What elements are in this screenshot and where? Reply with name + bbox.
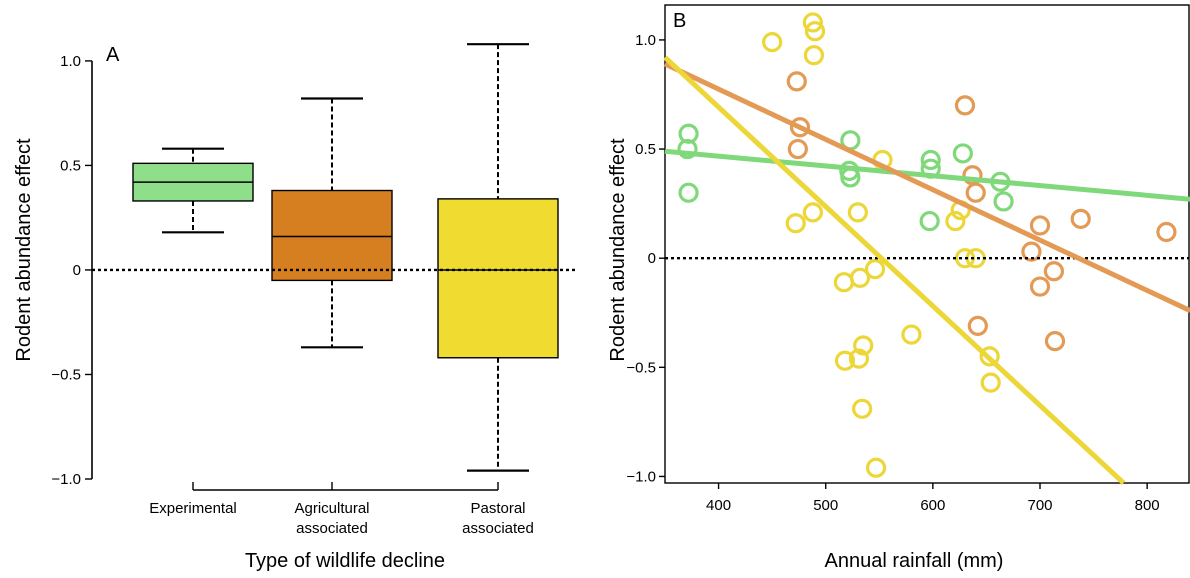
- scatter-point: [1029, 215, 1051, 236]
- scatter-point: [993, 191, 1014, 212]
- panel-b-y-tick-label: −1.0: [626, 468, 656, 485]
- panel-a-label: A: [106, 44, 120, 66]
- scatter-point: [803, 45, 825, 66]
- scatter-point: [789, 117, 811, 138]
- panel-b-y-tick-label: 0: [648, 250, 656, 267]
- regression-line: [664, 148, 1190, 202]
- scatter-point: [965, 182, 986, 203]
- panel-b-x-tick-label: 600: [920, 497, 945, 514]
- panel-b-y-tick-label: −0.5: [626, 359, 656, 376]
- scatter-point: [786, 71, 807, 92]
- panel-a-y-tick-label: 0: [73, 262, 81, 279]
- scatter-point: [920, 149, 941, 171]
- scatter-point: [1029, 276, 1051, 297]
- panel-a-x-tick-label: Agricultural: [294, 500, 369, 517]
- scatter-point: [1044, 331, 1066, 352]
- scatter-point: [677, 138, 698, 160]
- scatter-point: [787, 138, 808, 160]
- scatter-point: [865, 457, 887, 478]
- scatter-point: [847, 202, 868, 223]
- scatter-point: [804, 21, 826, 42]
- scatter-point: [852, 398, 873, 419]
- panel-a-y-axis-title: Rodent abundance effect: [13, 138, 35, 362]
- scatter-point: [965, 248, 986, 269]
- panel-a-y-tick-label: −0.5: [51, 366, 81, 383]
- scatter-point: [802, 12, 823, 33]
- scatter-point: [678, 182, 699, 203]
- panel-a-x-tick-label: associated: [462, 520, 534, 537]
- panel-b-x-tick-label: 700: [1027, 497, 1052, 514]
- scatter-point: [848, 348, 870, 369]
- scatter-point: [901, 324, 922, 345]
- scatter-point: [945, 210, 966, 232]
- panel-a-x-tick-label: Pastoral: [470, 500, 525, 517]
- box-iqr: [437, 198, 559, 359]
- scatter-point: [864, 259, 886, 280]
- scatter-point: [833, 272, 855, 293]
- panel-b-x-tick-label: 500: [813, 497, 838, 514]
- panel-a-y-tick-label: 0.5: [60, 157, 81, 174]
- panel-b-plot-frame: [664, 4, 1190, 484]
- scatter-point: [1021, 241, 1042, 262]
- scatter-point: [834, 350, 856, 371]
- scatter-point: [980, 372, 1001, 393]
- scatter-point: [979, 346, 1000, 367]
- panel-a-x-tick-label: associated: [296, 520, 368, 537]
- panel-a-boxplot: A Rodent abundance effect Type of wildli…: [13, 43, 576, 572]
- scatter-point: [919, 210, 940, 232]
- scatter-point: [1156, 221, 1177, 243]
- box-iqr: [271, 189, 393, 282]
- scatter-point: [762, 32, 783, 53]
- panel-b-y-tick-label: 1.0: [635, 32, 656, 49]
- panel-b-x-tick-label: 400: [706, 497, 731, 514]
- scatter-point: [802, 202, 823, 223]
- regression-line: [663, 55, 1126, 485]
- scatter-point: [849, 267, 871, 288]
- panel-b-x-axis-title: Annual rainfall (mm): [825, 550, 1004, 572]
- scatter-point: [954, 95, 976, 116]
- panel-a-y-tick-label: 1.0: [60, 53, 81, 70]
- panel-b-label: B: [673, 10, 686, 32]
- panel-b-scatter: B Rodent abundance effect Annual rainfal…: [607, 4, 1190, 572]
- scatter-point: [952, 143, 973, 164]
- scatter-point: [967, 315, 988, 336]
- panel-b-y-axis-title: Rodent abundance effect: [607, 138, 629, 362]
- panel-b-x-tick-label: 800: [1135, 497, 1160, 514]
- panel-a-x-tick-label: Experimental: [149, 500, 237, 517]
- panel-a-x-axis-title: Type of wildlife decline: [245, 550, 445, 572]
- regression-line: [663, 61, 1190, 313]
- scatter-point: [853, 335, 874, 356]
- scatter-point: [1070, 208, 1091, 229]
- scatter-point: [1043, 261, 1065, 282]
- panel-b-y-tick-label: 0.5: [635, 141, 656, 158]
- scatter-point: [785, 213, 806, 234]
- panel-a-y-tick-label: −1.0: [51, 471, 81, 488]
- scatter-point: [678, 123, 699, 144]
